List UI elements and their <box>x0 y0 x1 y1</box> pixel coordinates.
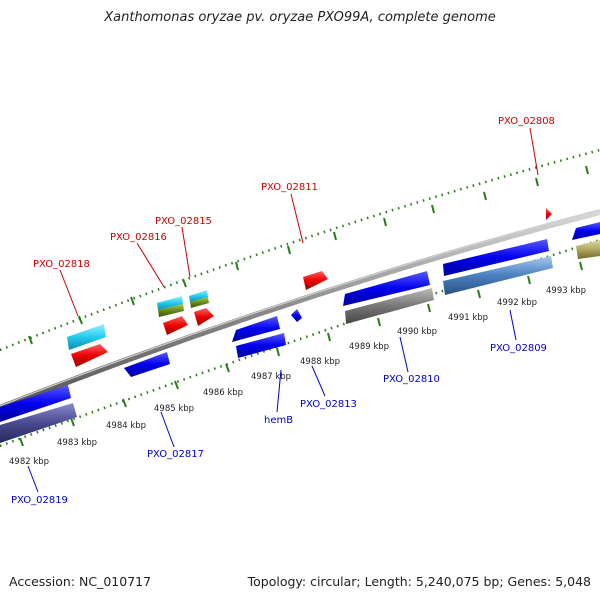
gene-right-edge-khaki-arrow[interactable] <box>576 240 600 259</box>
kbp-label-4991: 4991 kbp <box>448 313 488 323</box>
kbp-label-4984: 4984 kbp <box>106 421 146 431</box>
label-pxo-02808[interactable]: PXO_02808 <box>498 116 555 127</box>
reverse-label-leaders <box>27 309 517 493</box>
label-pxo-02811[interactable]: PXO_02811 <box>261 182 318 193</box>
forward-label-leaders <box>59 127 539 317</box>
label-pxo-02815[interactable]: PXO_02815 <box>155 216 212 227</box>
label-pxo-02809[interactable]: PXO_02809 <box>490 343 547 354</box>
gene-pxo-02809-steel-arrow[interactable] <box>443 256 553 295</box>
kbp-label-4992: 4992 kbp <box>497 298 537 308</box>
gene-pxo-02816-arrow-red[interactable] <box>163 316 188 335</box>
gene-pxo-02815-arrow-red[interactable] <box>194 308 214 326</box>
kbp-label-4989: 4989 kbp <box>349 342 389 352</box>
kbp-label-4985: 4985 kbp <box>154 404 194 414</box>
label-pxo-02816[interactable]: PXO_02816 <box>110 232 167 243</box>
gene-pxo-02811-arrow[interactable] <box>303 271 328 290</box>
gene-pxo-02809-arrow[interactable] <box>443 239 549 276</box>
gene-pxo-02819-arrow[interactable] <box>0 385 71 422</box>
inner-tick-track <box>0 238 600 448</box>
kbp-label-4986: 4986 kbp <box>203 388 243 398</box>
gene-pxo-02817-arrow[interactable] <box>124 352 170 377</box>
gene-pxo-02815-arrow-cyan[interactable] <box>189 290 208 302</box>
kbp-label-4983: 4983 kbp <box>57 438 97 448</box>
gene-pxo-02813-arrow[interactable] <box>291 309 302 322</box>
gene-pxo-02808-arrow[interactable] <box>546 208 552 220</box>
label-hemb[interactable]: hemB <box>264 415 293 426</box>
gene-right-edge-blue-arrow[interactable] <box>572 222 600 240</box>
outer-tick-track <box>0 148 600 352</box>
gene-pxo-02816-arrow-olive[interactable] <box>158 304 184 317</box>
genome-stats-text: Topology: circular; Length: 5,240,075 bp… <box>247 574 591 589</box>
gene-hemb-arrow-2[interactable] <box>236 333 286 358</box>
label-pxo-02817[interactable]: PXO_02817 <box>147 449 204 460</box>
label-pxo-02810[interactable]: PXO_02810 <box>383 374 440 385</box>
gene-pxo-02810-arrow[interactable] <box>343 271 430 306</box>
inner-major-ticks <box>19 261 583 447</box>
kbp-label-4987: 4987 kbp <box>251 372 291 382</box>
kbp-label-4988: 4988 kbp <box>300 357 340 367</box>
gene-pxo-02818-arrow-red[interactable] <box>71 344 108 367</box>
label-pxo-02818[interactable]: PXO_02818 <box>33 259 90 270</box>
gene-hemb-arrow-1[interactable] <box>232 316 280 342</box>
label-pxo-02813[interactable]: PXO_02813 <box>300 399 357 410</box>
genome-backbone <box>0 209 600 411</box>
gene-pxo-02810-gray-arrow[interactable] <box>345 288 434 324</box>
gene-pxo-02819-slate-arrow[interactable] <box>0 403 77 443</box>
kbp-label-4982: 4982 kbp <box>9 457 49 467</box>
gene-pxo-02818-arrow-cyan[interactable] <box>67 324 106 350</box>
kbp-label-4990: 4990 kbp <box>397 327 437 337</box>
label-pxo-02819[interactable]: PXO_02819 <box>11 495 68 506</box>
map-title: Xanthomonas oryzae pv. oryzae PXO99A, co… <box>104 10 496 25</box>
gene-pxo-02816-arrow-cyan[interactable] <box>157 296 183 310</box>
outer-major-ticks <box>28 165 589 345</box>
gene-pxo-02815-arrow-olive[interactable] <box>190 297 209 308</box>
accession-text: Accession: NC_010717 <box>9 574 152 589</box>
kbp-label-4993: 4993 kbp <box>546 286 586 296</box>
